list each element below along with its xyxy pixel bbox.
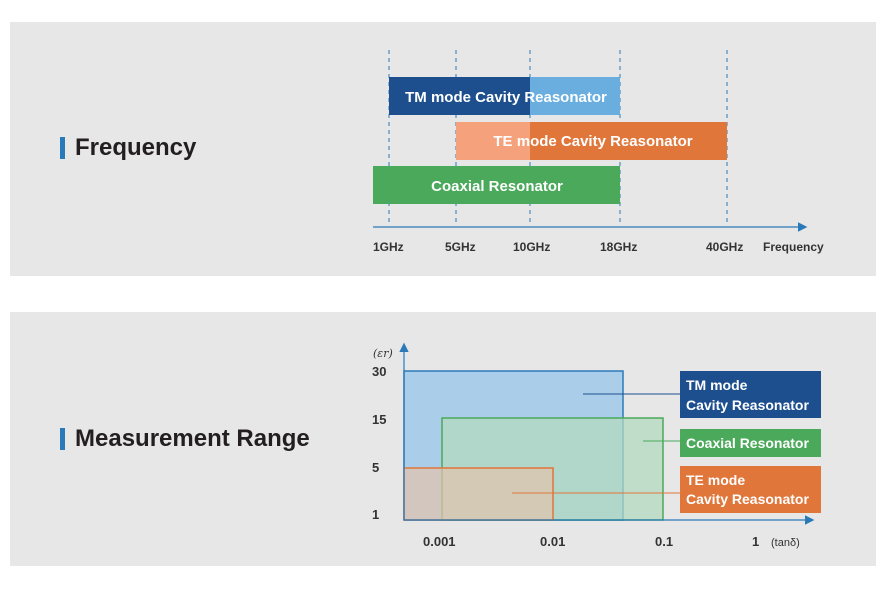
heading-accent-bar xyxy=(60,137,65,159)
y-axis-symbol: (εr) xyxy=(373,347,393,360)
x-axis-label: (tanδ) xyxy=(771,537,800,549)
legend-coaxial-line1: Coaxial Resonator xyxy=(686,435,809,451)
legend-te-mode-line1: TE mode xyxy=(686,472,745,488)
tick-label-40ghz: 40GHz xyxy=(706,240,743,254)
te-mode-bar-label: TE mode Cavity Reasonator xyxy=(493,133,692,150)
x-tick-0001: 0.001 xyxy=(423,534,456,549)
te-mode-region xyxy=(403,467,554,521)
te-mode-bar: TE mode Cavity Reasonator xyxy=(456,122,727,160)
legend-tm-mode-line1: TM mode xyxy=(686,377,748,393)
frequency-heading: Frequency xyxy=(60,134,196,162)
legend-tm-mode: TM mode Cavity Reasonator xyxy=(680,371,821,418)
y-tick-1: 1 xyxy=(372,507,379,522)
y-tick-15: 15 xyxy=(372,412,386,427)
measurement-range-heading-text: Measurement Range xyxy=(75,425,310,452)
tick-label-18ghz: 18GHz xyxy=(600,240,637,254)
frequency-axis-label: Frequency xyxy=(763,240,824,254)
tick-label-10ghz: 10GHz xyxy=(513,240,550,254)
tm-mode-bar: TM mode Cavity Reasonator xyxy=(389,77,620,115)
legend-tm-mode-line2: Cavity Reasonator xyxy=(686,397,809,413)
y-tick-5: 5 xyxy=(372,460,379,475)
coaxial-bar: Coaxial Resonator xyxy=(373,166,620,204)
coaxial-bar-label: Coaxial Resonator xyxy=(431,178,563,195)
legend-te-mode-line2: Cavity Reasonator xyxy=(686,491,809,507)
tick-label-1ghz: 1GHz xyxy=(373,240,404,254)
x-tick-1: 1 xyxy=(752,534,759,549)
frequency-heading-text: Frequency xyxy=(75,134,197,161)
heading-accent-bar xyxy=(60,428,65,450)
legend-te-mode: TE mode Cavity Reasonator xyxy=(680,466,821,513)
measurement-range-heading: Measurement Range xyxy=(60,425,310,453)
tm-mode-bar-label: TM mode Cavity Reasonator xyxy=(405,89,607,106)
legend-coaxial: Coaxial Resonator xyxy=(680,429,821,457)
frequency-panel xyxy=(10,22,876,276)
tick-label-5ghz: 5GHz xyxy=(445,240,476,254)
x-tick-01: 0.1 xyxy=(655,534,673,549)
y-tick-30: 30 xyxy=(372,364,386,379)
x-tick-001: 0.01 xyxy=(540,534,565,549)
